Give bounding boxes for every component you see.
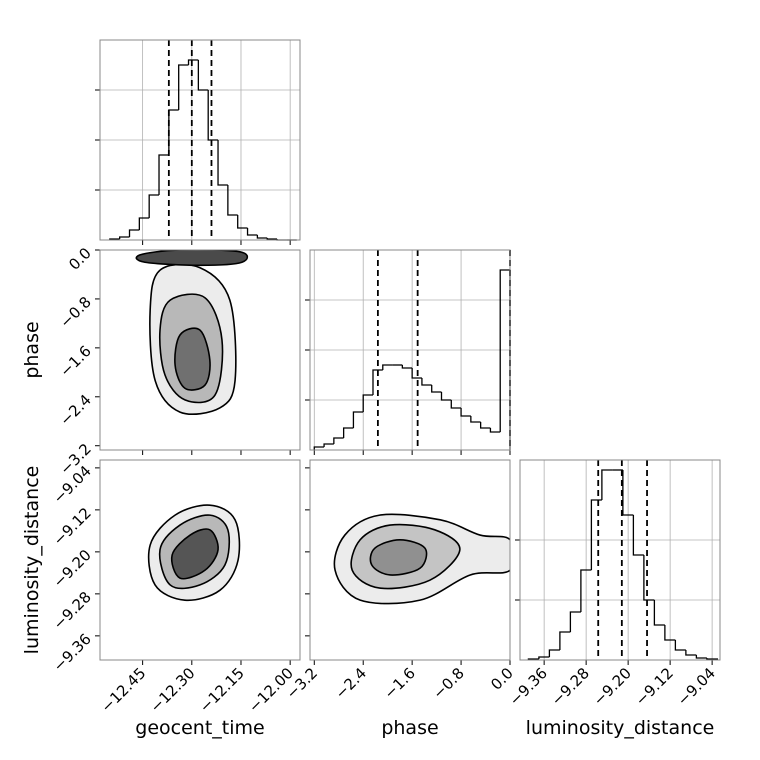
histogram-bin (382, 364, 393, 370)
x-tick-label: −9.36 (506, 664, 551, 709)
y-tick-label: −0.8 (56, 293, 94, 331)
histogram-bin (187, 59, 199, 65)
histogram-bin (411, 368, 422, 379)
x-tick-label: −2.4 (332, 664, 370, 702)
frame (99, 39, 301, 241)
histogram-bin (695, 655, 707, 659)
panel (305, 249, 511, 455)
histogram-bin (499, 269, 511, 450)
y-tick-label: 0.0 (65, 244, 95, 274)
histogram-bin (548, 649, 560, 657)
y-tick-label: −9.12 (50, 504, 95, 549)
histogram-bin (421, 378, 432, 386)
histogram-bin (207, 90, 219, 141)
histogram-bin (479, 422, 491, 429)
histogram-bin (431, 385, 442, 393)
histogram-bin (601, 469, 613, 500)
histogram-bin (653, 600, 665, 626)
histogram-bin (246, 228, 258, 236)
x-axis-label: geocent_time (135, 717, 264, 739)
frame (309, 459, 511, 661)
histogram-bin (217, 140, 228, 186)
histogram-bin (460, 408, 471, 417)
histogram-bin (559, 631, 571, 650)
histogram-bin (372, 369, 383, 395)
histogram-bin (237, 215, 248, 229)
histogram-bin (148, 194, 160, 218)
contour (135, 250, 249, 267)
histogram-bin (128, 229, 140, 237)
histogram-bin (138, 217, 150, 230)
histogram-bin (569, 611, 581, 632)
histogram-bin (158, 154, 169, 195)
histogram-bin (168, 109, 179, 155)
panel: −9.36−9.28−9.20−9.12−9.04 luminosity_dist… (506, 459, 721, 739)
histogram-bin (119, 236, 130, 239)
y-tick-label: −9.20 (50, 546, 95, 591)
y-tick-label: −9.36 (50, 630, 95, 675)
histogram-bin (323, 443, 334, 447)
x-tick-label: −0.8 (429, 664, 467, 702)
y-axis-label: phase (21, 321, 43, 378)
histogram-bin (362, 394, 373, 412)
histogram-bin (685, 650, 697, 656)
histogram-bin (643, 555, 655, 601)
histogram-bin (197, 60, 209, 91)
contour (369, 538, 428, 576)
x-tick-label: −9.04 (674, 664, 719, 709)
histogram-bin (590, 499, 602, 570)
histogram-bin (266, 238, 278, 240)
x-tick-label: −12.15 (196, 664, 248, 716)
contours (333, 513, 510, 605)
x-tick-label: −9.28 (548, 664, 593, 709)
histogram-bin (227, 185, 238, 216)
histogram-bin (674, 640, 686, 651)
x-tick-label: −9.12 (632, 664, 677, 709)
histogram-bin (470, 416, 481, 423)
histogram-bin (333, 437, 344, 444)
x-axis-label: luminosity_distance (526, 717, 715, 739)
frame (309, 249, 511, 451)
contours (135, 250, 249, 415)
contour (174, 327, 211, 391)
histogram-bin (538, 656, 550, 659)
histogram-bin (632, 515, 644, 556)
panel: −12.45−12.30−12.15−12.00−9.04−9.12−9.20−… (21, 459, 301, 739)
histogram-bin (342, 427, 354, 438)
histogram-bin (401, 365, 413, 369)
histogram-bin (178, 64, 189, 110)
frame (99, 459, 301, 661)
x-tick-label: −12.30 (147, 664, 199, 716)
histogram-bin (450, 400, 462, 409)
x-tick-label: −1.6 (380, 664, 418, 702)
x-axis-label: phase (381, 717, 438, 739)
histogram-bin (440, 392, 452, 401)
frame (519, 459, 721, 661)
histogram-bin (664, 625, 676, 641)
histogram-bin (313, 446, 325, 450)
histogram-bin (622, 470, 634, 516)
y-tick-label: −2.4 (56, 391, 94, 429)
frame (99, 249, 301, 451)
histogram-bin (489, 428, 501, 433)
x-tick-label: −12.45 (97, 664, 149, 716)
y-axis-label: luminosity_distance (21, 466, 43, 655)
contour (170, 528, 219, 580)
y-tick-label: −1.6 (56, 342, 94, 380)
x-tick-label: −9.20 (590, 664, 635, 709)
contours (147, 504, 241, 602)
y-tick-label: −9.28 (50, 588, 95, 633)
histogram-bin (256, 235, 268, 239)
panel (95, 39, 301, 245)
histogram-bin (580, 569, 592, 612)
histogram-bin (352, 411, 364, 428)
